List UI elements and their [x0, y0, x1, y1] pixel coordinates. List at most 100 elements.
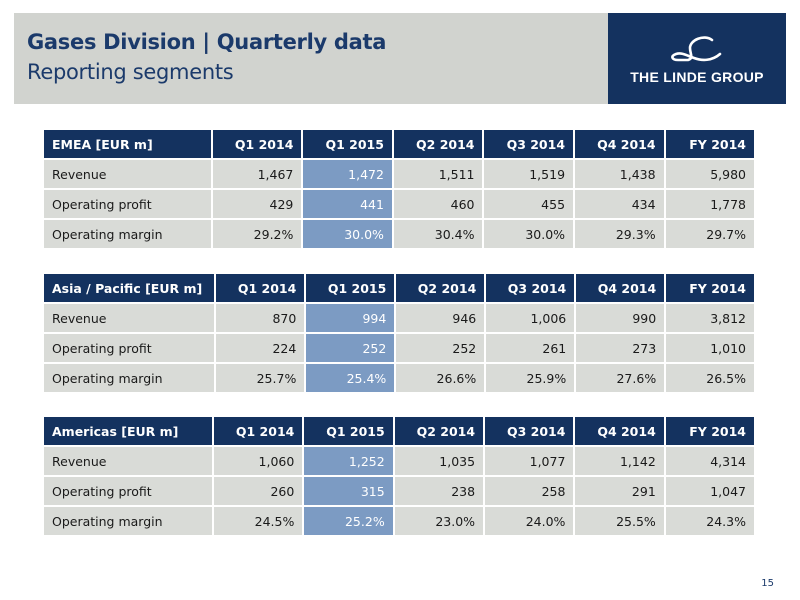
- column-header: Q4 2014: [576, 274, 665, 302]
- table-cell: 291: [575, 477, 664, 505]
- row-label: Operating margin: [44, 364, 215, 392]
- table-row: Revenue 1,467 1,472 1,511 1,519 1,438 5,…: [44, 160, 754, 188]
- table-cell: 26.6%: [396, 364, 485, 392]
- logo-wordmark: THE LINDE GROUP: [630, 69, 764, 85]
- table-cell-highlight: 25.2%: [304, 507, 393, 535]
- row-label: Revenue: [44, 447, 212, 475]
- table-cell: 1,060: [213, 447, 303, 475]
- table-cell: 5,980: [665, 160, 754, 188]
- table-cell: 1,047: [665, 477, 754, 505]
- table-cell-highlight: 1,472: [303, 160, 392, 188]
- table-row: Operating profit 224 252 252 261 273 1,0…: [44, 334, 754, 362]
- table-cell: 1,077: [485, 447, 574, 475]
- table-row: Operating profit 429 441 460 455 434 1,7…: [44, 190, 754, 218]
- table-cell-highlight: 441: [303, 190, 392, 218]
- table-cell: 1,010: [666, 334, 754, 362]
- table-cell: 29.3%: [575, 220, 664, 248]
- linde-logo: THE LINDE GROUP: [608, 13, 786, 104]
- table-cell: 26.5%: [666, 364, 754, 392]
- table-cell-highlight: 25.4%: [306, 364, 395, 392]
- table-cell: 3,812: [666, 304, 754, 332]
- table-heading: Asia / Pacific [EUR m]: [44, 274, 215, 302]
- column-header: Q2 2014: [396, 274, 485, 302]
- table-cell: 434: [575, 190, 664, 218]
- table-cell: 24.0%: [485, 507, 574, 535]
- table-row: Revenue 1,060 1,252 1,035 1,077 1,142 4,…: [44, 447, 754, 475]
- table-cell: 24.3%: [665, 507, 754, 535]
- emea-table: EMEA [EUR m] Q1 2014 Q1 2015 Q2 2014 Q3 …: [42, 128, 756, 250]
- row-label: Operating profit: [44, 190, 211, 218]
- table-cell: 260: [213, 477, 303, 505]
- column-header: Q2 2014: [394, 417, 484, 445]
- linde-l-monogram-icon: [671, 36, 722, 62]
- table-cell: 1,006: [486, 304, 575, 332]
- table-cell: 258: [485, 477, 574, 505]
- table-cell: 1,467: [212, 160, 302, 188]
- table-row: Operating margin 29.2% 30.0% 30.4% 30.0%…: [44, 220, 754, 248]
- table-row: Operating margin 24.5% 25.2% 23.0% 24.0%…: [44, 507, 754, 535]
- table-header-row: EMEA [EUR m] Q1 2014 Q1 2015 Q2 2014 Q3 …: [44, 130, 754, 158]
- column-header: FY 2014: [666, 274, 754, 302]
- table-cell: 23.0%: [394, 507, 484, 535]
- table-cell: 990: [576, 304, 665, 332]
- table-cell: 24.5%: [213, 507, 303, 535]
- page-number: 15: [761, 578, 774, 589]
- table-cell: 460: [393, 190, 483, 218]
- table-cell: 4,314: [665, 447, 754, 475]
- table-cell: 30.4%: [393, 220, 483, 248]
- americas-table: Americas [EUR m] Q1 2014 Q1 2015 Q2 2014…: [42, 415, 756, 537]
- table-cell: 224: [216, 334, 305, 362]
- table-cell: 946: [396, 304, 485, 332]
- table-cell: 273: [576, 334, 665, 362]
- table-cell: 261: [486, 334, 575, 362]
- table-cell: 30.0%: [484, 220, 574, 248]
- table-heading: EMEA [EUR m]: [44, 130, 211, 158]
- row-label: Revenue: [44, 160, 211, 188]
- table-cell: 1,438: [575, 160, 664, 188]
- column-header: FY 2014: [665, 130, 754, 158]
- column-header: Q4 2014: [575, 417, 664, 445]
- table-cell-highlight: 252: [306, 334, 395, 362]
- table-heading: Americas [EUR m]: [44, 417, 212, 445]
- table-cell: 27.6%: [576, 364, 665, 392]
- column-header: Q1 2014: [216, 274, 305, 302]
- table-row: Operating profit 260 315 238 258 291 1,0…: [44, 477, 754, 505]
- table-cell: 29.2%: [212, 220, 302, 248]
- table-cell: 870: [216, 304, 305, 332]
- table-cell: 25.5%: [575, 507, 664, 535]
- table-cell: 238: [394, 477, 484, 505]
- table-cell-highlight: 1,252: [304, 447, 393, 475]
- table-cell: 455: [484, 190, 574, 218]
- table-cell: 1,511: [393, 160, 483, 188]
- column-header: Q4 2014: [575, 130, 664, 158]
- table-row: Revenue 870 994 946 1,006 990 3,812: [44, 304, 754, 332]
- column-header: Q1 2015: [306, 274, 395, 302]
- row-label: Revenue: [44, 304, 215, 332]
- slide-header: Gases Division | Quarterly data Reportin…: [14, 13, 786, 104]
- column-header: Q1 2015: [303, 130, 392, 158]
- column-header: FY 2014: [665, 417, 754, 445]
- row-label: Operating profit: [44, 477, 212, 505]
- table-cell-highlight: 994: [306, 304, 395, 332]
- column-header: Q1 2014: [213, 417, 303, 445]
- table-cell: 1,142: [575, 447, 664, 475]
- table-cell: 1,778: [665, 190, 754, 218]
- table-cell: 1,035: [394, 447, 484, 475]
- row-label: Operating margin: [44, 507, 212, 535]
- slide-subtitle: Reporting segments: [27, 60, 234, 84]
- table-cell: 429: [212, 190, 302, 218]
- column-header: Q1 2014: [212, 130, 302, 158]
- column-header: Q2 2014: [393, 130, 483, 158]
- table-cell: 1,519: [484, 160, 574, 188]
- column-header: Q3 2014: [484, 130, 574, 158]
- table-row: Operating margin 25.7% 25.4% 26.6% 25.9%…: [44, 364, 754, 392]
- table-header-row: Americas [EUR m] Q1 2014 Q1 2015 Q2 2014…: [44, 417, 754, 445]
- table-cell: 25.9%: [486, 364, 575, 392]
- slide-title: Gases Division | Quarterly data: [27, 30, 387, 54]
- table-cell-highlight: 315: [304, 477, 393, 505]
- row-label: Operating profit: [44, 334, 215, 362]
- table-cell: 252: [396, 334, 485, 362]
- asia-pacific-table: Asia / Pacific [EUR m] Q1 2014 Q1 2015 Q…: [42, 272, 756, 394]
- column-header: Q1 2015: [304, 417, 393, 445]
- table-cell-highlight: 30.0%: [303, 220, 392, 248]
